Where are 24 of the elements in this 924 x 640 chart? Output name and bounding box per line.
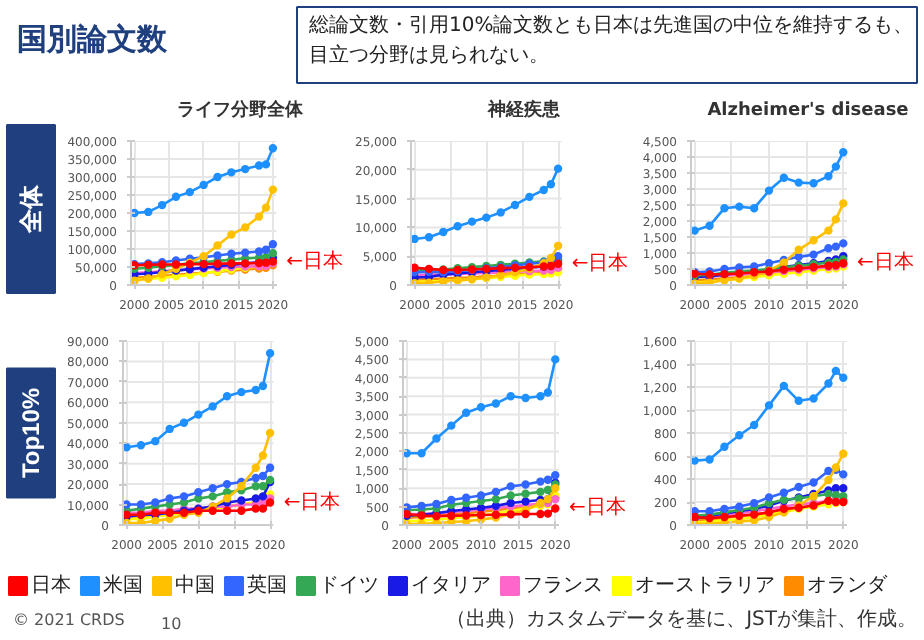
legend-label: オーストラリア <box>635 575 775 597</box>
text: ←日本 <box>571 250 629 275</box>
legend-label: イタリア <box>411 575 491 597</box>
legend-label: 米国 <box>103 573 143 597</box>
legend-label: フランス <box>523 575 603 597</box>
chart-title: 神経疾患 <box>486 99 562 121</box>
text: Top10% <box>17 387 45 479</box>
text: ←日本 <box>857 250 914 275</box>
text: ←日本 <box>283 489 341 514</box>
text: ←日本 <box>286 248 344 273</box>
text: 10 <box>161 615 182 633</box>
text: 国別論文数 <box>17 21 169 57</box>
text: （出典）カスタムデータを基に、JSTが集計、作成。 <box>446 607 917 631</box>
text: 総論文数・引用10%論文数とも日本は先進国の中位を維持するも、目立つ分野は見られない。 <box>307 13 914 67</box>
chart-title: ライフ分野全体 <box>177 99 305 121</box>
text: © 2021 CRDS <box>13 611 125 629</box>
chart-title: Alzheimer's disease <box>707 101 909 121</box>
legend-label: 中国 <box>175 573 215 597</box>
legend-label: 日本 <box>31 573 71 597</box>
legend-label: オランダ <box>807 573 889 597</box>
text: 全体 <box>17 183 45 235</box>
text: ←日本 <box>569 495 626 520</box>
legend-label: 英国 <box>247 573 287 597</box>
legend-label: ドイツ <box>319 575 379 597</box>
